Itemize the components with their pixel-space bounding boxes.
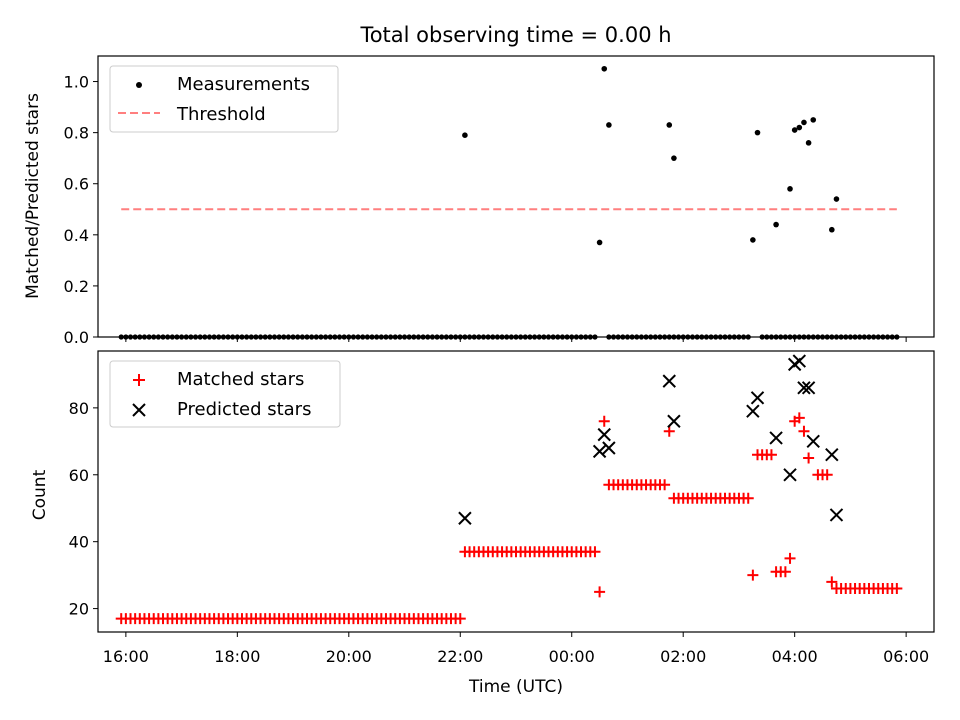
measurement-point [801,119,807,126]
measurement-point [805,140,812,146]
x-tick-label: 04:00 [772,647,818,666]
measurement-point [601,65,608,72]
matched-star-point [659,479,671,491]
bottom-y-axis-label: Count [30,469,50,520]
matched-star-point [594,586,606,598]
measurement-point [810,117,817,123]
predicted-star-point [769,431,783,445]
x-tick-label: 18:00 [214,647,260,666]
bottom-y-tick-label: 60 [69,466,89,485]
matched-star-point [821,469,833,481]
predicted-star-point [602,441,616,455]
legend-threshold-label: Threshold [176,104,266,125]
bottom-axes-frame [97,350,935,633]
predicted-star-point [797,381,811,395]
bottom-legend: Matched stars Predicted stars [109,360,341,428]
measurement-point [596,239,603,246]
matched-star-point [589,546,601,558]
bottom-y-tick-label: 40 [69,533,89,552]
matched-star-point [798,425,810,437]
predicted-star-point [746,404,760,418]
x-tick-label: 16:00 [103,647,149,666]
top-y-tick-label: 0.2 [64,277,89,296]
measurement-point [754,129,761,136]
legend-predicted-marker [132,403,146,417]
chart-title: Total observing time = 0.00 h [359,23,671,47]
x-tick-label: 22:00 [437,647,483,666]
top-axis-ticks: 0.0 0.2 0.4 0.6 0.8 1.0 [64,73,907,347]
measurement-point [796,124,803,131]
matched-star-point [454,613,466,625]
legend-matched-label: Matched stars [177,369,304,390]
matched-star-point [793,412,805,424]
predicted-star-point [829,508,844,522]
measurement-point [773,221,779,228]
matched-star-point [891,583,903,595]
x-axis-label: Time (UTC) [468,677,563,697]
predicted-star-point [458,511,472,525]
top-y-tick-label: 0.4 [64,226,89,245]
matched-star-point [784,552,796,564]
matched-star-point [765,449,777,461]
measurement-point [791,127,798,133]
predicted-star-point [592,444,607,459]
top-y-tick-label: 0.6 [64,175,89,194]
legend-measurements-label: Measurements [177,74,310,95]
predicted-star-point [662,374,676,388]
measurement-point [671,155,677,161]
measurement-point [606,122,612,128]
measurement-point [833,196,840,202]
top-y-axis-label: Matched/Predicted stars [23,93,43,299]
bottom-y-tick-label: 80 [69,399,89,418]
measurement-point [750,237,756,243]
predicted-star-point [667,414,681,428]
x-tick-label: 06:00 [883,647,929,666]
measurement-point [829,226,835,233]
top-axes-frame [97,55,935,338]
matched-star-point [742,492,754,504]
predicted-star-point [597,427,611,442]
x-tick-label: 00:00 [549,647,595,666]
predicted-star-point [825,447,839,462]
legend-measurements-marker [136,82,142,88]
bottom-axis-ticks: 20 40 60 80 16:00 18:00 20:00 22:00 00:00 02:00 04… [69,399,930,666]
matched-star-point [747,569,759,581]
x-tick-label: 20:00 [326,647,372,666]
matched-star-point [779,566,791,578]
measurement-point [666,122,673,128]
predicted-star-point [801,381,816,395]
matched-star-point [803,452,815,464]
legend-predicted-label: Predicted stars [177,399,311,420]
bottom-legend-box [109,360,341,428]
measurement-point [787,186,793,192]
predicted-star-point [806,434,820,449]
legend-matched-marker [133,374,145,386]
top-legend-box [109,65,339,133]
bottom-plot-data [115,354,903,625]
matched-star-point [663,425,675,437]
matched-star-point [598,415,610,427]
measurement-point [462,132,468,138]
matched-star-point [826,576,838,588]
predicted-star-point [783,468,797,482]
x-tick-label: 02:00 [660,647,706,666]
top-y-tick-label: 0.8 [64,124,89,143]
top-y-tick-label: 1.0 [64,73,89,92]
predicted-star-point [750,391,765,405]
top-y-tick-label: 0.0 [64,328,89,347]
predicted-star-point [792,354,807,368]
top-legend: Measurements Threshold [109,65,339,133]
bottom-y-tick-label: 20 [69,600,89,619]
